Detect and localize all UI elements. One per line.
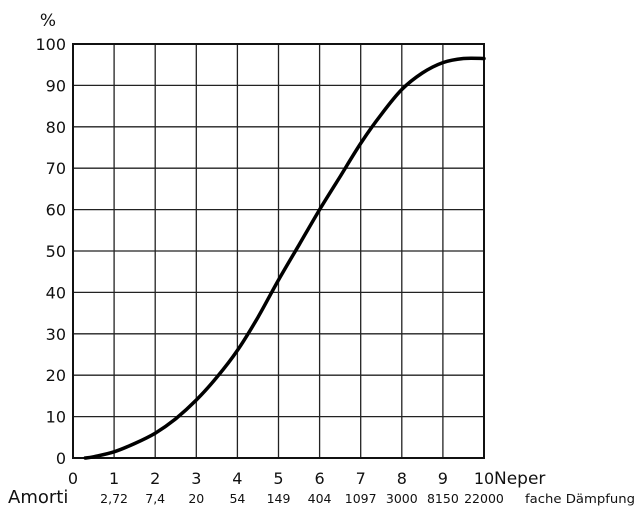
x-tick-label: 10 [474, 469, 494, 488]
secondary-tick-label: 2,72 [100, 491, 128, 506]
secondary-tick-label: 3000 [386, 491, 418, 506]
secondary-tick-label: 22000 [464, 491, 504, 506]
x-tick-label: 1 [109, 469, 119, 488]
y-unit-label: % [40, 11, 56, 31]
secondary-tick-labels: 2,72 7,4 20 54 149 404 1097 3000 8150 22000 [100, 491, 504, 506]
secondary-tick-label: 1097 [345, 491, 377, 506]
secondary-tick-label: 54 [229, 491, 245, 506]
plot-border [72, 43, 485, 459]
x-tick-label: 3 [191, 469, 201, 488]
y-tick-label: 70 [46, 159, 66, 178]
x-unit-label: Neper [494, 469, 545, 489]
y-tick-label: 90 [46, 76, 66, 95]
x-tick-label: 2 [150, 469, 160, 488]
y-tick-label: 10 [46, 408, 66, 427]
secondary-tick-label: 7,4 [145, 491, 165, 506]
series-line [83, 56, 486, 460]
x-tick-label: 0 [68, 469, 78, 488]
y-tick-label: 40 [46, 283, 66, 302]
secondary-tick-label: 404 [308, 491, 332, 506]
secondary-axis-prefix: Amorti [8, 487, 68, 508]
grid [73, 44, 484, 458]
plot-frame [72, 43, 485, 459]
secondary-tick-label: 8150 [427, 491, 459, 506]
y-tick-label: 50 [46, 242, 66, 261]
x-tick-label: 7 [356, 469, 366, 488]
y-tick-label: 60 [46, 201, 66, 220]
y-tick-label: 80 [46, 118, 66, 137]
x-tick-label: 4 [232, 469, 242, 488]
x-tick-label: 8 [397, 469, 407, 488]
secondary-axis-suffix: fache Dämpfung [525, 491, 635, 506]
y-tick-labels: 0 10 20 30 40 50 60 70 80 90 100 [35, 35, 66, 468]
curve-layer [83, 56, 486, 460]
y-tick-label: 0 [56, 449, 66, 468]
x-tick-labels: 0 1 2 3 4 5 6 7 8 9 10 [68, 469, 494, 488]
x-tick-label: 6 [315, 469, 325, 488]
y-tick-label: 20 [46, 366, 66, 385]
x-tick-label: 9 [438, 469, 448, 488]
x-tick-label: 5 [273, 469, 283, 488]
y-tick-label: 30 [46, 325, 66, 344]
secondary-tick-label: 20 [188, 491, 204, 506]
secondary-tick-label: 149 [267, 491, 291, 506]
y-tick-label: 100 [35, 35, 66, 54]
